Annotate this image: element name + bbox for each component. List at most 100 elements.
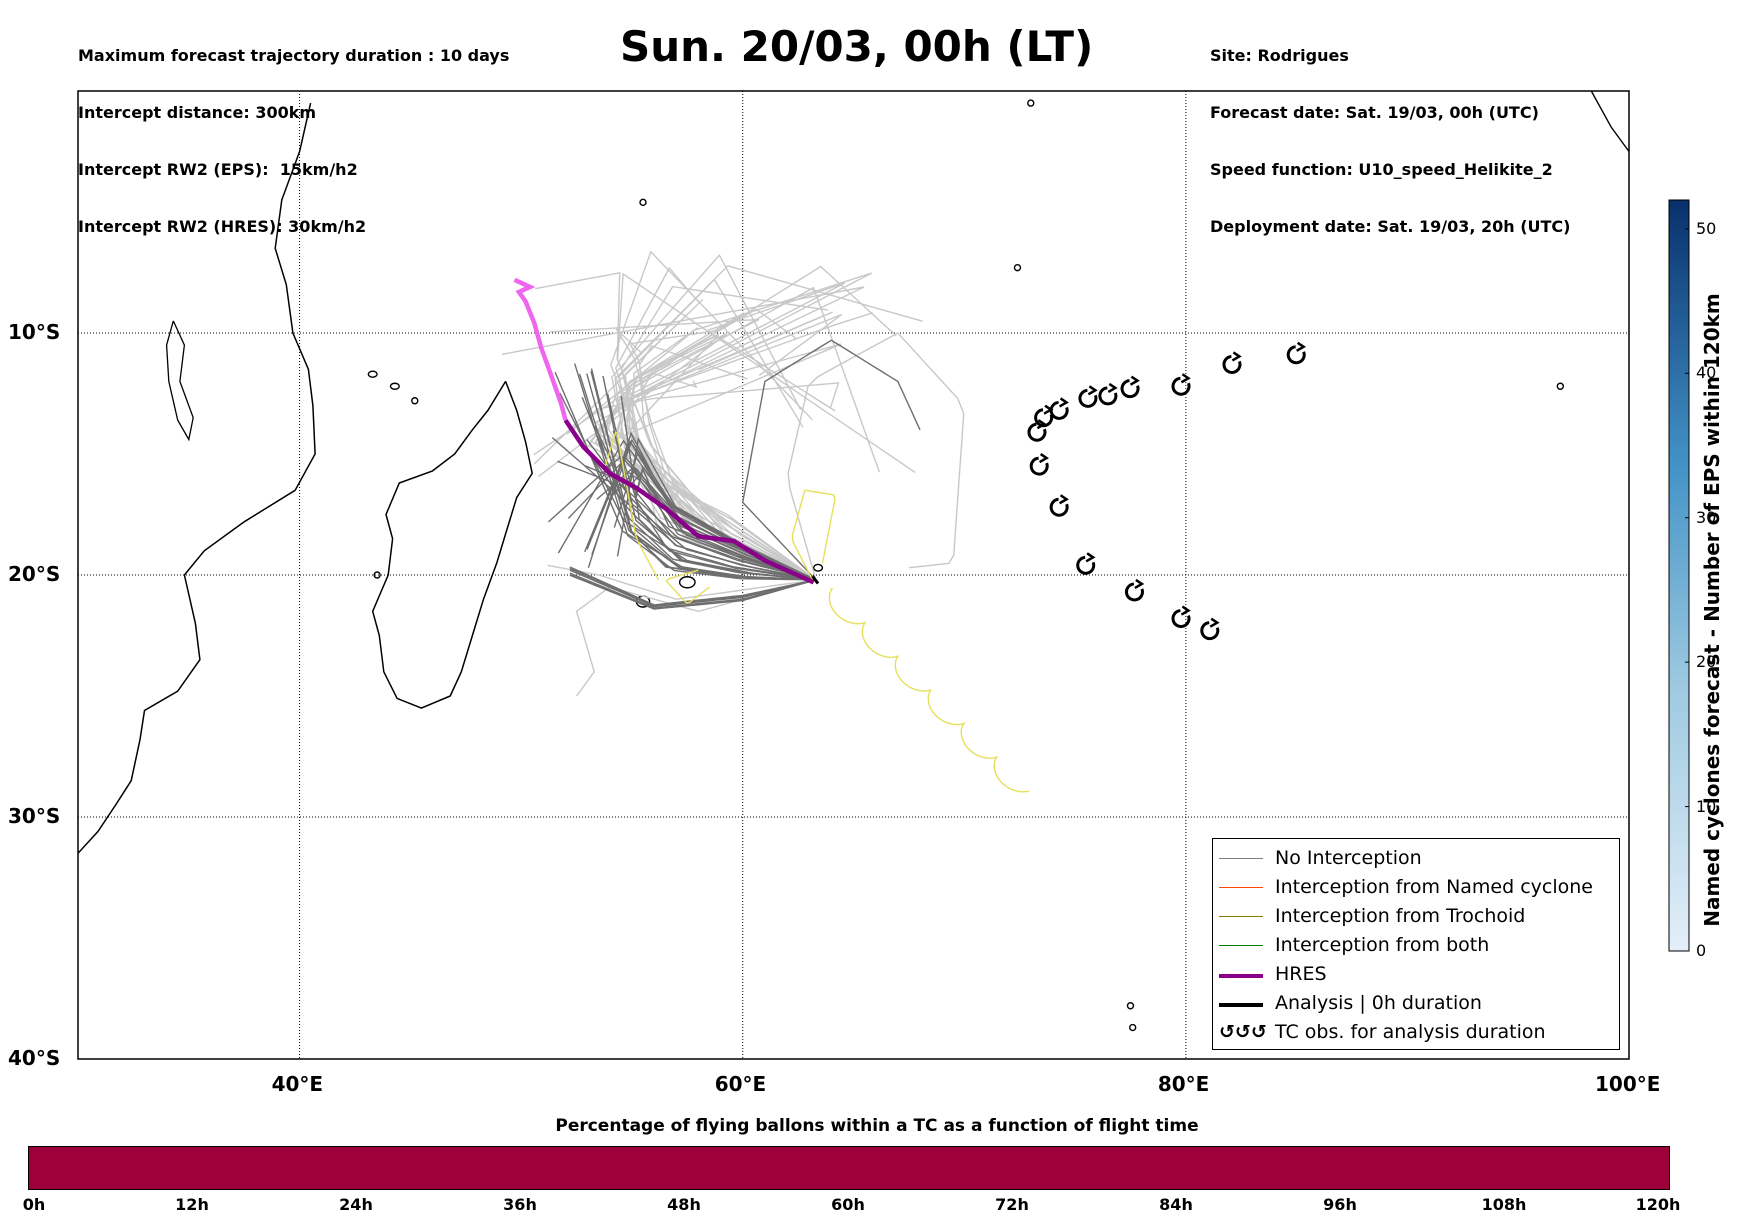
- tc-observation-icon: [1134, 578, 1145, 590]
- trajectory-no-interception: [610, 250, 817, 581]
- island: [812, 563, 824, 572]
- colorbar-tick-label: 20: [1696, 652, 1717, 672]
- trochoid-track: [604, 431, 660, 581]
- trajectory-no-interception: [741, 339, 921, 581]
- legend-label: Interception from Trochoid: [1275, 905, 1526, 927]
- tc-observation-icon: [1171, 376, 1191, 396]
- map-title: Sun. 20/03, 00h (LT): [620, 22, 1094, 71]
- tc-observation-icon: [1076, 555, 1096, 575]
- tc-observation-icon: [1029, 456, 1049, 476]
- param-line: Maximum forecast trajectory duration : 1…: [78, 46, 510, 65]
- flight-time-tick-label: 36h: [503, 1195, 537, 1214]
- coastline-lake: [165, 320, 194, 442]
- latitude-label: 10°S: [8, 320, 61, 344]
- tc-observation-icon: [1200, 621, 1220, 641]
- trajectory-no-interception: [569, 569, 816, 608]
- tc-observation-icon: [1171, 609, 1191, 629]
- flight-time-tick-label: 72h: [995, 1195, 1029, 1214]
- trochoid-track: [665, 569, 710, 604]
- tc-observation-icon: [1049, 400, 1069, 420]
- tc-observation-icon: [1034, 408, 1054, 428]
- island: [1013, 263, 1022, 272]
- tc-observation-icon: [1036, 419, 1047, 430]
- trajectory-no-interception: [569, 574, 816, 610]
- tc-observation-icon: [1038, 453, 1049, 464]
- legend-swatch: [1219, 945, 1263, 946]
- forecast-parameters: Maximum forecast trajectory duration : 1…: [78, 8, 509, 255]
- tc-observation-icon: [1049, 497, 1069, 517]
- colorbar-tick-label: 40: [1696, 363, 1717, 383]
- flight-time-tick-label: 96h: [1323, 1195, 1357, 1214]
- legend: No Interception Interception from Named c…: [1212, 838, 1620, 1050]
- flight-time-tick-label: 48h: [667, 1195, 701, 1214]
- tc-observation-icon: [1058, 397, 1069, 408]
- legend-swatch: [1219, 974, 1263, 978]
- island: [678, 576, 696, 589]
- legend-swatch: [1219, 1003, 1263, 1007]
- tc-observation-icon: [1043, 404, 1054, 415]
- colorbar-tick-label: 30: [1696, 507, 1717, 527]
- tc-observation-icon: [1209, 617, 1220, 628]
- latitude-label: 40°S: [8, 1046, 61, 1070]
- param-line: Intercept RW2 (HRES): 30km/h2: [78, 217, 367, 236]
- island: [1126, 1002, 1135, 1010]
- trajectory-no-interception: [787, 332, 965, 580]
- flight-time-tick-label: 0h: [22, 1195, 46, 1214]
- flight-time-tick-label: 108h: [1481, 1195, 1527, 1214]
- tc-observation-icon: [1027, 422, 1047, 442]
- forecast-date-line: Forecast date: Sat. 19/03, 00h (UTC): [1210, 103, 1539, 122]
- legend-item: Analysis | 0h duration: [1213, 990, 1619, 1019]
- island: [1128, 1023, 1137, 1032]
- hres-trajectory: [563, 418, 815, 585]
- flight-time-tick-label: 12h: [175, 1195, 209, 1214]
- site-line: Site: Rodrigues: [1210, 46, 1349, 65]
- tc-observation-icon: [1222, 354, 1242, 374]
- tc-observation-icon: [1085, 552, 1096, 563]
- flight-time-tick-label: 120h: [1635, 1195, 1681, 1214]
- trajectory-no-interception: [575, 579, 816, 697]
- legend-swatch: [1219, 887, 1263, 888]
- coastline-sumatra: [1590, 91, 1629, 152]
- legend-label: HRES: [1275, 963, 1327, 985]
- island: [1027, 99, 1035, 107]
- tc-observation-icon: [1180, 605, 1191, 616]
- colorbar-tick-label: 0: [1696, 941, 1707, 960]
- coastline-africa: [78, 102, 316, 854]
- legend-item: Interception from Named cyclone: [1213, 874, 1619, 903]
- tc-observation-icon: [1125, 582, 1144, 602]
- trajectory-no-interception: [620, 395, 816, 581]
- param-line: Intercept distance: 300km: [78, 103, 317, 122]
- flight-time-tick-label: 24h: [339, 1195, 373, 1214]
- legend-label: Interception from both: [1275, 934, 1490, 956]
- flight-time-tick-label: 84h: [1159, 1195, 1193, 1214]
- percentage-bar: [28, 1146, 1670, 1190]
- percentage-bar-title: Percentage of flying ballons within a TC…: [555, 1116, 1199, 1136]
- island: [389, 382, 400, 390]
- coastline-madagascar: [371, 381, 533, 709]
- longitude-label: 60°E: [714, 1072, 767, 1096]
- analysis-trajectory: [811, 575, 820, 585]
- tc-observation-icon: [1087, 385, 1098, 396]
- colorbar: [1668, 199, 1690, 952]
- legend-item: No Interception: [1213, 845, 1619, 874]
- legend-swatch: [1219, 916, 1263, 917]
- map-frame: [77, 90, 1630, 1060]
- tc-observation-icon: [1098, 386, 1118, 406]
- legend-label: No Interception: [1275, 847, 1422, 869]
- tc-observation-icon: [1058, 494, 1069, 505]
- tc-observation-icon: [1107, 382, 1118, 394]
- island: [1556, 382, 1565, 390]
- trochoid-track: [791, 489, 836, 583]
- longitude-label: 40°E: [271, 1072, 324, 1096]
- longitude-label: 80°E: [1157, 1072, 1210, 1096]
- tc-observation-icon: ↺↺↺: [1219, 1021, 1267, 1043]
- tc-observation-icon: [1120, 379, 1140, 399]
- tc-observation-icon: [1231, 351, 1242, 362]
- flight-time-tick-label: 60h: [831, 1195, 865, 1214]
- legend-label: TC obs. for analysis duration: [1275, 1021, 1546, 1043]
- site-info: Site: Rodrigues Forecast date: Sat. 19/0…: [1210, 8, 1570, 255]
- legend-label: Interception from Named cyclone: [1275, 876, 1593, 898]
- latitude-label: 20°S: [8, 562, 61, 586]
- colorbar-label: Named cyclones forecast - Number of EPS …: [1700, 293, 1724, 927]
